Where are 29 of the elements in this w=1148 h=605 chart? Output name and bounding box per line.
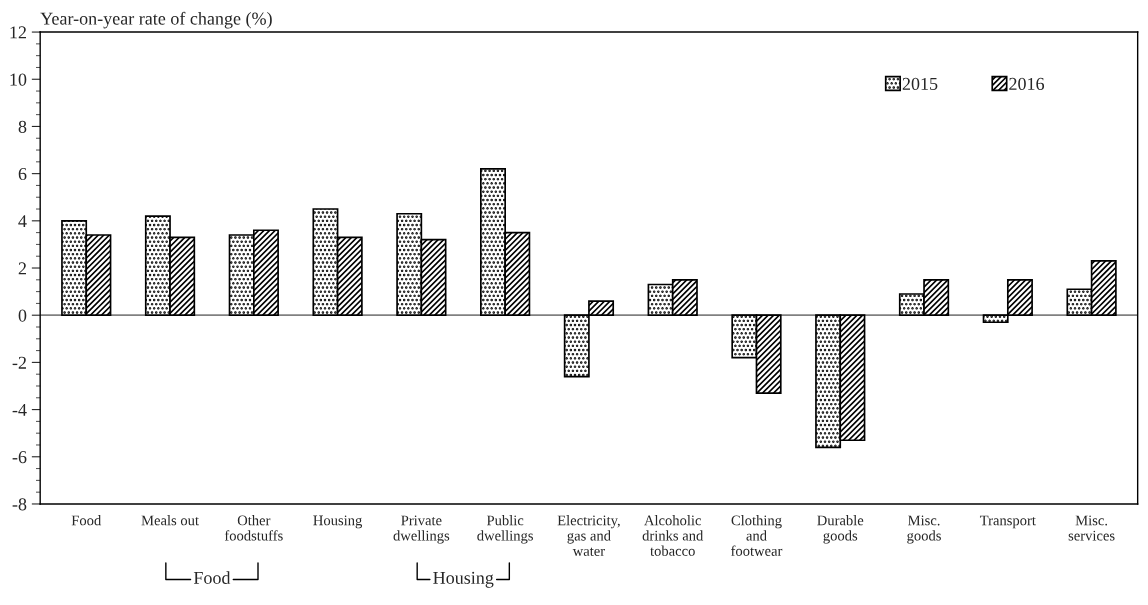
y-tick-label: 2: [18, 262, 26, 275]
x-tick-label: Durable goods: [817, 515, 864, 544]
x-tick-label: Other foodstuffs: [224, 515, 283, 541]
x-tick-label: Misc. services: [1068, 515, 1115, 541]
y-tick-label: -2: [12, 356, 26, 369]
x-tick-label: Meals out: [141, 515, 199, 526]
y-tick-label: 12: [10, 26, 26, 39]
y-tick-label: 0: [18, 309, 27, 322]
x-tick-label: Electricity, gas and water: [557, 515, 620, 556]
y-axis-title: Year-on-year rate of change (%): [40, 11, 272, 29]
x-tick-label: Alcoholic drinks and tobacco: [642, 515, 704, 556]
y-tick-label: 8: [18, 120, 27, 133]
x-tick-label: Transport: [979, 515, 1036, 529]
y-tick-label: -4: [12, 403, 27, 416]
text: Food: [193, 571, 231, 584]
y-tick-label: 6: [18, 167, 27, 181]
x-tick-label: Private dwellings: [393, 515, 450, 544]
text: Housing: [433, 571, 494, 588]
x-tick-label: Clothing and footwear: [731, 515, 783, 556]
legend-label: 2015: [902, 77, 938, 90]
y-tick-label: 10: [10, 73, 27, 86]
y-tick-label: 4: [18, 215, 27, 228]
legend-label: 2016: [1009, 77, 1045, 90]
x-tick-label: Housing: [313, 515, 363, 529]
x-tick-label: Food: [71, 515, 102, 526]
x-tick-label: Public dwellings: [477, 515, 533, 544]
y-tick-label: -6: [12, 451, 27, 464]
x-tick-label: Misc. goods: [907, 515, 941, 544]
y-tick-label: -8: [12, 498, 27, 511]
